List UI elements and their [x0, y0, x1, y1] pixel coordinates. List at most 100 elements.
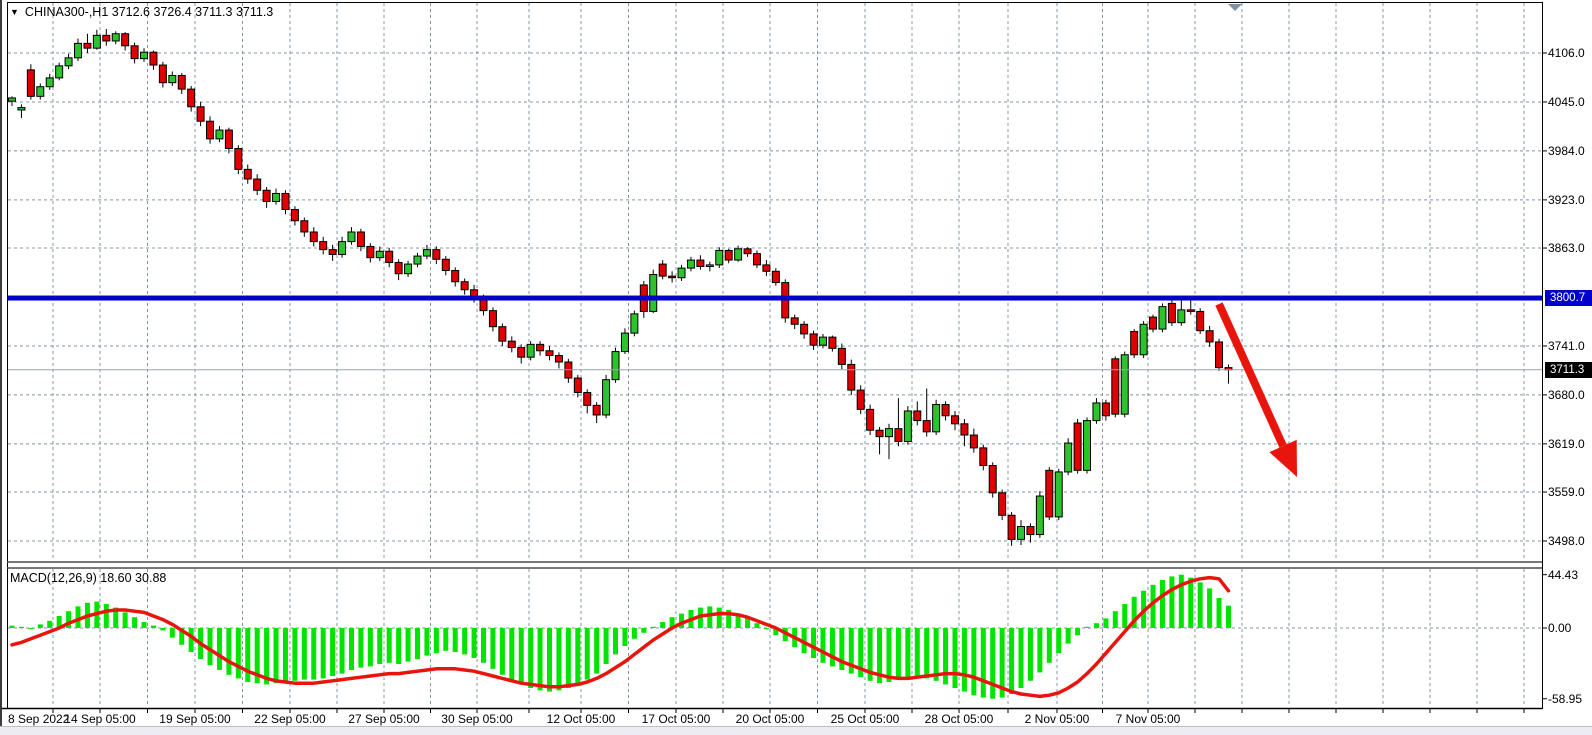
macd-histogram-bar [1169, 576, 1175, 628]
candle-body [1215, 341, 1224, 369]
macd-histogram-bar [641, 628, 647, 633]
candle-body [36, 86, 45, 97]
macd-histogram-bar [433, 628, 439, 654]
macd-histogram-bar [424, 628, 430, 656]
macd-histogram-bar [235, 628, 241, 679]
macd-histogram-bar [443, 628, 449, 651]
shift-marker-icon[interactable] [1228, 4, 1242, 11]
price-tick-label: 3863.0 [1548, 241, 1585, 256]
price-tick-label: 4045.0 [1548, 94, 1585, 109]
symbol-title-row: ▼ CHINA300-,H1 3712.6 3726.4 3711.3 3711… [10, 5, 273, 19]
macd-histogram-bar [773, 628, 779, 636]
macd-histogram-bar [282, 628, 288, 682]
candle-body [130, 45, 139, 60]
candle-body [1035, 495, 1044, 536]
macd-histogram-bar [1009, 628, 1015, 694]
candle-body [385, 250, 394, 263]
candle-body [762, 264, 771, 272]
candle-body [696, 259, 705, 267]
trend-arrow-head[interactable] [1269, 439, 1297, 477]
candle-body [262, 189, 271, 202]
time-tick-label: 14 Sep 05:00 [64, 712, 136, 726]
resistance-line[interactable] [8, 295, 1542, 301]
candle-body [8, 97, 16, 102]
candle-body [243, 168, 252, 180]
macd-histogram-bar [1159, 580, 1165, 628]
macd-tick-label: 0.00 [1548, 621, 1572, 635]
macd-histogram-bar [311, 628, 317, 680]
candle-body [583, 391, 592, 406]
macd-histogram-bar [9, 625, 15, 628]
candle-body [432, 249, 441, 260]
macd-histogram-bar [414, 628, 420, 660]
macd-histogram-bar [18, 626, 24, 628]
candle-body [168, 74, 177, 84]
macd-histogram-bar [103, 604, 109, 628]
candle-body [102, 34, 111, 42]
price-tick-label: 3498.0 [1548, 533, 1585, 548]
candle-body [140, 51, 149, 60]
macd-histogram-bar [631, 628, 637, 639]
candle-body [83, 42, 92, 49]
macd-histogram-bar [829, 628, 835, 667]
chart-frame [7, 2, 1543, 709]
collapse-triangle-icon[interactable]: ▼ [10, 7, 19, 17]
candle-body [932, 404, 941, 433]
trend-arrow-shaft[interactable] [1215, 302, 1287, 448]
macd-tick-label: 44.43 [1548, 567, 1579, 582]
macd-histogram-bar [877, 628, 883, 684]
macd-histogram-bar [1103, 618, 1109, 628]
macd-histogram-bar [1084, 626, 1090, 628]
macd-histogram-bar [1018, 628, 1024, 688]
candle-body [366, 245, 375, 259]
candle-body [1054, 471, 1063, 518]
candle-body [913, 410, 922, 422]
macd-histogram-bar [367, 628, 373, 667]
macd-histogram-bar [330, 628, 336, 676]
price-tick-label: 3559.0 [1548, 485, 1585, 500]
candle-body [206, 120, 215, 140]
macd-histogram-bar [1027, 628, 1033, 681]
macd-histogram-bar [377, 628, 383, 664]
candle-body [234, 148, 243, 170]
candle-body [517, 347, 526, 358]
macd-histogram-bar [754, 623, 760, 628]
macd-histogram-bar [481, 628, 486, 663]
candle-body [677, 267, 686, 279]
macd-histogram-bar [848, 628, 854, 674]
candle-body [611, 351, 620, 381]
candle-body [187, 88, 196, 108]
macd-histogram-bar [150, 625, 156, 628]
candle-body [309, 231, 318, 243]
candle-body [319, 241, 328, 251]
candle-body [743, 248, 752, 255]
price-tick-label: 3680.0 [1548, 387, 1585, 402]
candle-body [507, 340, 516, 349]
candle-body [686, 259, 695, 269]
status-strip [0, 726, 1592, 735]
macd-histogram-bar [188, 628, 194, 652]
macd-histogram-bar [971, 628, 977, 696]
macd-histogram-bar [56, 616, 62, 628]
candle-body [488, 310, 497, 328]
macd-histogram-bar [886, 628, 892, 682]
candle-body [55, 65, 64, 79]
macd-histogram-bar [490, 628, 496, 669]
candle-body [668, 275, 677, 279]
candle-body [498, 326, 507, 342]
candle-body [328, 249, 337, 255]
macd-histogram-bar [914, 628, 920, 676]
candle-body [828, 336, 837, 349]
macd-histogram-bar [141, 622, 147, 628]
macd-histogram-bar [66, 611, 72, 628]
time-tick-label: 7 Nov 05:00 [1115, 712, 1181, 726]
macd-histogram-bar [547, 628, 553, 692]
candle-body [922, 420, 931, 433]
macd-histogram-bar [509, 628, 515, 680]
candle-body [375, 250, 384, 259]
price-tick-label: 3619.0 [1548, 436, 1585, 451]
resistance-price-badge: 3800.7 [1545, 290, 1592, 307]
candle-body [884, 428, 893, 438]
candle-body [149, 51, 158, 66]
